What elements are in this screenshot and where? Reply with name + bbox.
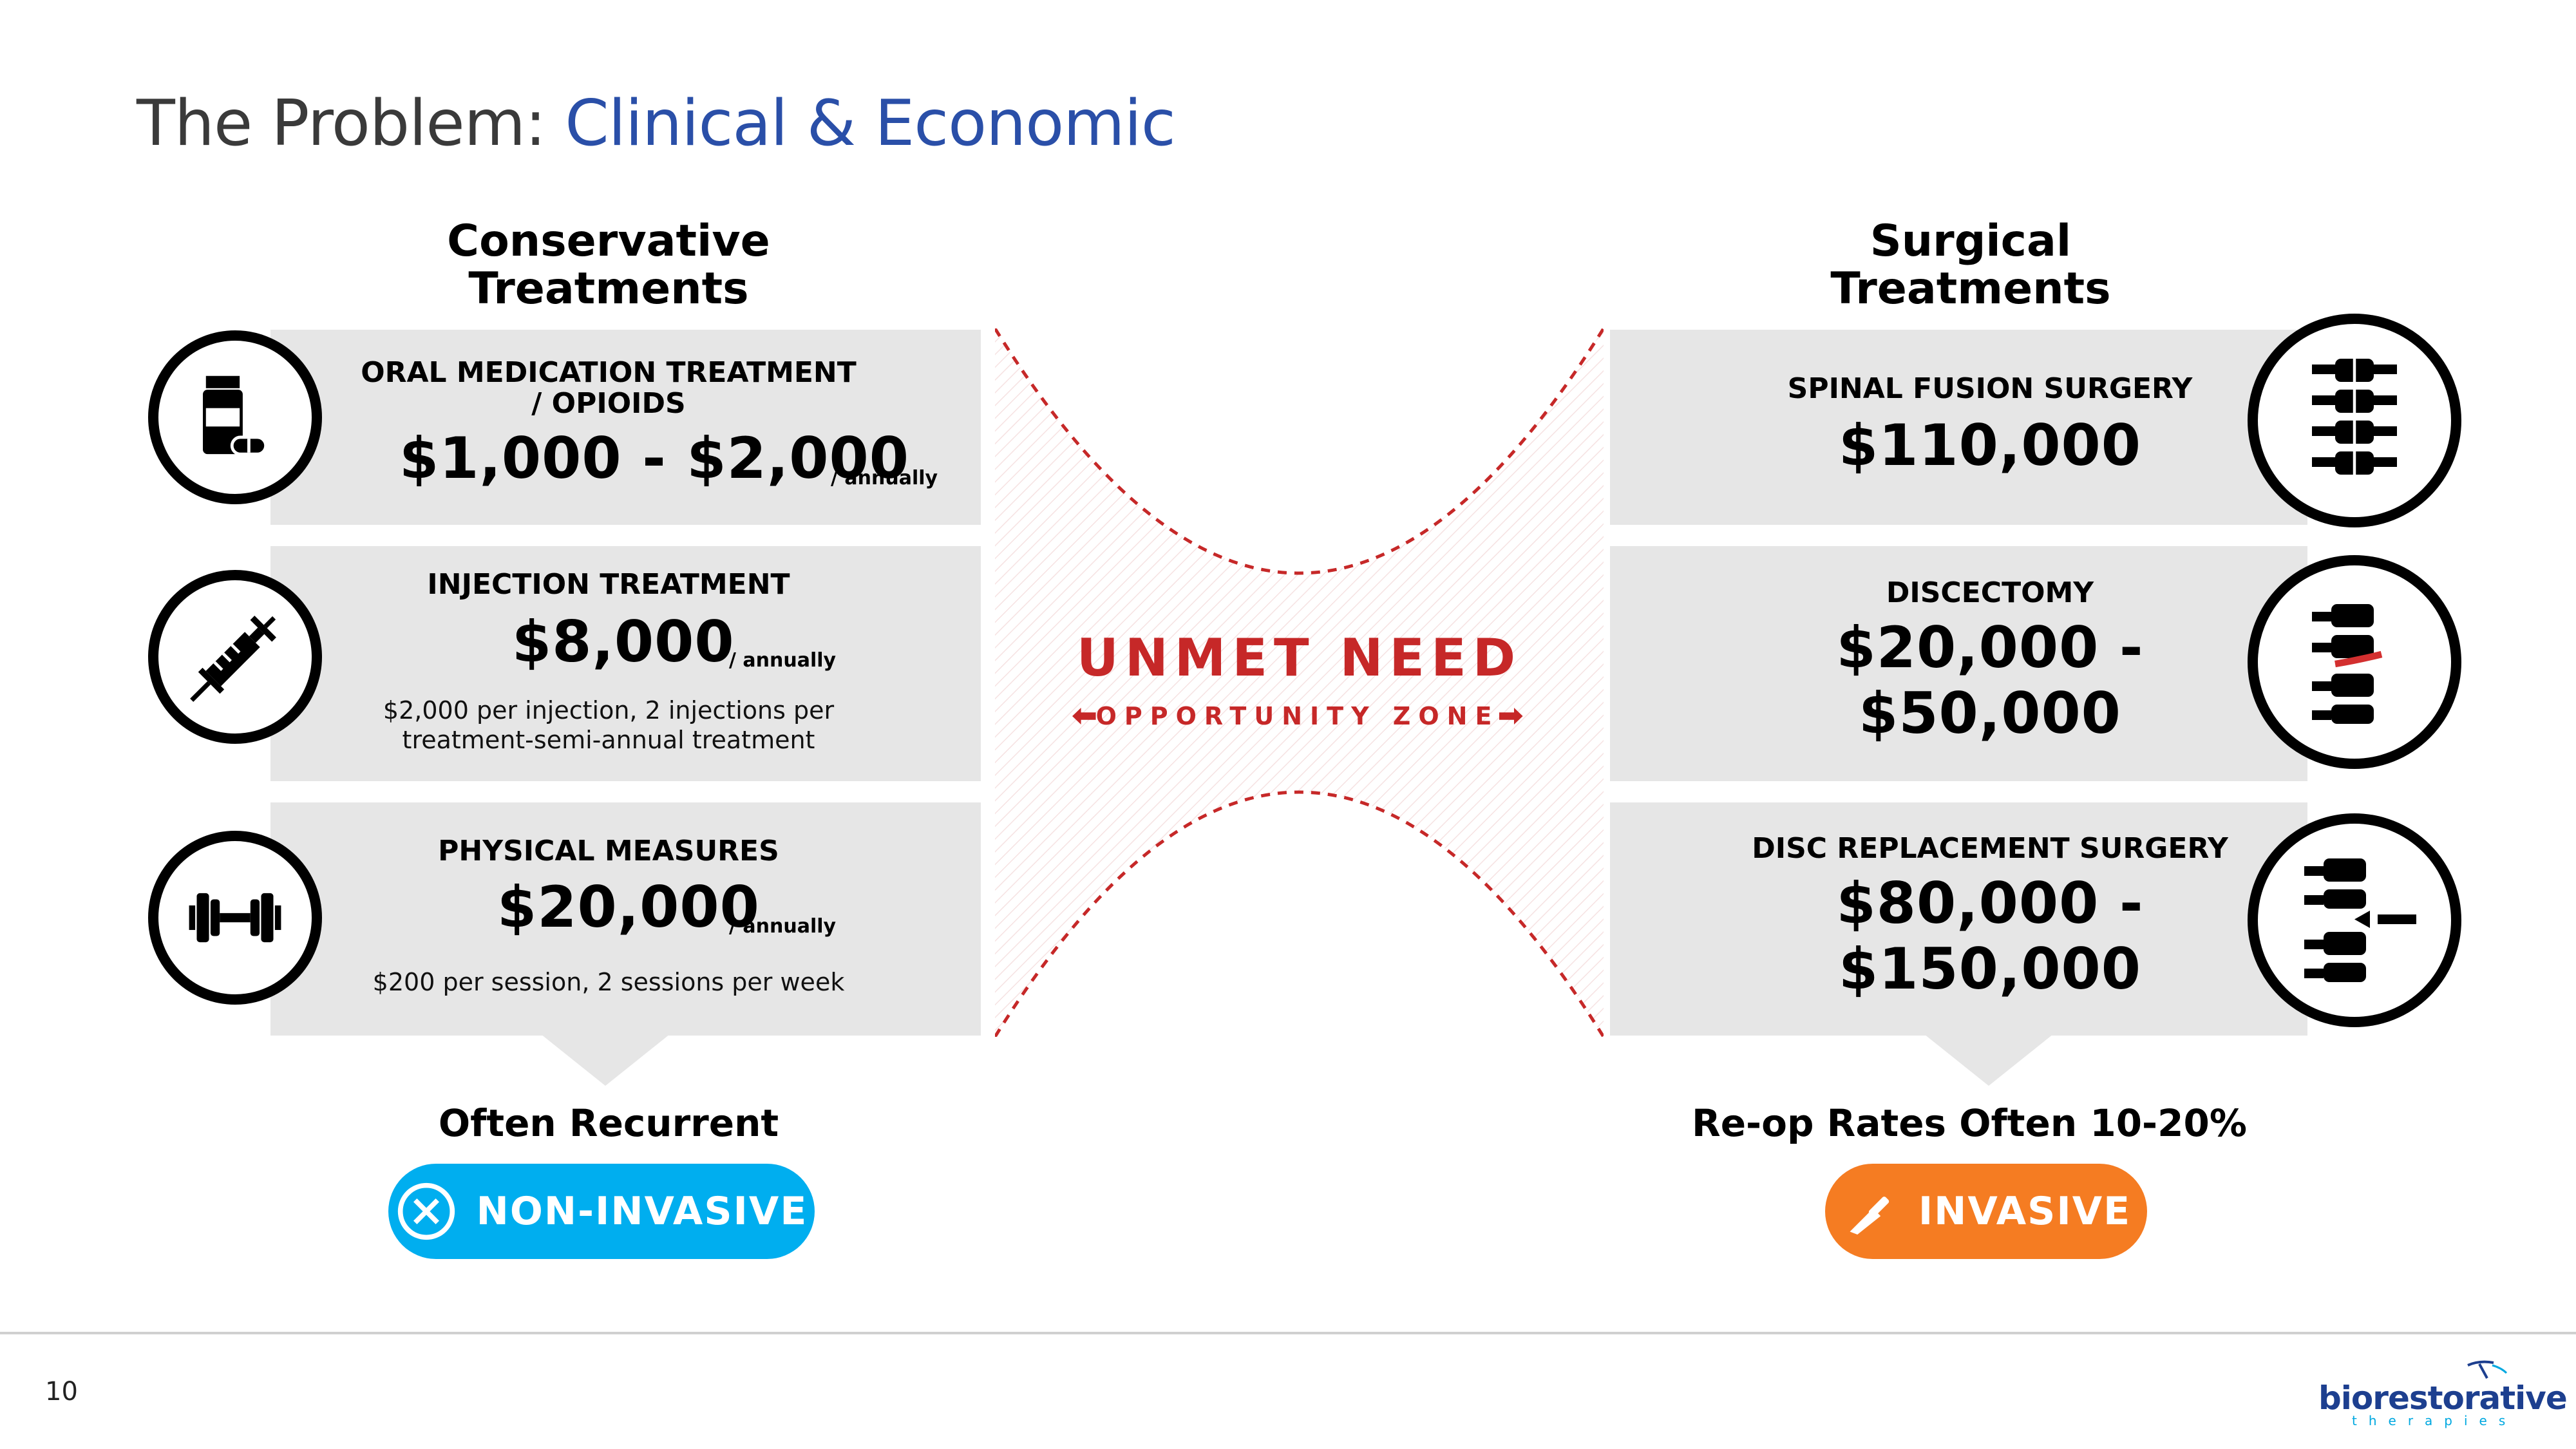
unmet-need-title: UNMET NEED — [1076, 628, 1522, 688]
surgical-heading-line2: Treatments — [1830, 263, 2111, 314]
oral-medication-price: $1,000 - $2,000 — [399, 425, 909, 491]
disc-replacement-price-line2: $150,000 — [1838, 936, 2142, 1002]
disc-replacement-card — [1610, 802, 2307, 1036]
surgical-heading: Surgical Treatments — [1777, 218, 2164, 313]
spinal-fusion-card — [1610, 330, 2307, 525]
logo-sub-text: therapies — [2352, 1413, 2517, 1428]
footer-divider — [0, 1332, 2576, 1334]
injection-title: INJECTION TREATMENT — [427, 568, 790, 601]
non-invasive-label: NON-INVASIVE — [476, 1189, 808, 1234]
non-invasive-badge: NON-INVASIVE — [388, 1164, 815, 1259]
injection-card — [270, 546, 981, 781]
conservative-heading-line2: Treatments — [468, 263, 749, 314]
oral-medication-title-line2: / OPIOIDS — [531, 387, 686, 420]
oral-medication-unit: / annually — [831, 467, 938, 489]
injection-note-line1: $2,000 per injection, 2 injections per — [383, 696, 835, 724]
disc-replacement-price: $80,000 - $150,000 — [1700, 871, 2280, 1002]
discectomy-card — [1610, 546, 2307, 781]
spine-icon — [2248, 314, 2461, 527]
opportunity-zone-label: OPPORTUNITY ZONE — [1095, 702, 1500, 730]
vertebrae-disc-icon — [2248, 555, 2461, 769]
x-circle-icon — [397, 1182, 455, 1240]
injection-price: $8,000 — [512, 609, 735, 675]
discectomy-price: $20,000 - $50,000 — [1700, 615, 2280, 746]
left-pointer — [541, 1034, 670, 1086]
physical-measures-title: PHYSICAL MEASURES — [438, 835, 779, 867]
scalpel-icon — [1850, 1197, 1889, 1235]
title-lead: The Problem: — [137, 87, 565, 160]
page-number: 10 — [45, 1377, 78, 1406]
right-pointer — [1924, 1034, 2053, 1086]
title-accent: Clinical & Economic — [565, 87, 1176, 160]
oral-medication-title: ORAL MEDICATION TREATMENT / OPIOIDS — [335, 357, 882, 419]
discectomy-price-line2: $50,000 — [1859, 680, 2121, 746]
disc-replacement-icon — [2248, 813, 2461, 1027]
invasive-label: INVASIVE — [1918, 1189, 2132, 1234]
logo-mark-icon — [2467, 1360, 2508, 1379]
discectomy-price-line1: $20,000 - — [1836, 614, 2144, 681]
conservative-heading-line1: Conservative — [447, 216, 770, 267]
re-op-rates-label: Re-op Rates Often 10-20% — [1692, 1101, 2247, 1145]
physical-measures-price: $20,000 — [497, 874, 760, 940]
physical-measures-card — [270, 802, 981, 1036]
opportunity-zone-graphic — [995, 328, 1604, 1037]
oral-medication-card — [270, 330, 981, 525]
spinal-fusion-price: $110,000 — [1838, 412, 2142, 478]
opportunity-zone-row: OPPORTUNITY ZONE — [1072, 697, 1523, 735]
physical-measures-unit: / annually — [729, 915, 837, 938]
right-arrow-icon — [1499, 707, 1523, 725]
injection-unit: / annually — [729, 649, 837, 672]
disc-replacement-price-line1: $80,000 - — [1836, 870, 2144, 936]
unmet-need-block: UNMET NEED — [995, 628, 1604, 688]
pill-bottle-icon — [148, 330, 322, 504]
oral-medication-title-line1: ORAL MEDICATION TREATMENT — [361, 356, 857, 389]
physical-measures-note: $200 per session, 2 sessions per week — [372, 968, 845, 996]
disc-replacement-title: DISC REPLACEMENT SURGERY — [1752, 832, 2228, 865]
left-arrow-icon — [1072, 707, 1096, 725]
often-recurrent-label: Often Recurrent — [438, 1101, 779, 1145]
surgical-heading-line1: Surgical — [1870, 216, 2072, 267]
injection-note: $2,000 per injection, 2 injections per t… — [335, 696, 882, 755]
company-logo: biorestorative therapies — [2318, 1359, 2568, 1430]
spinal-fusion-title: SPINAL FUSION SURGERY — [1787, 372, 2193, 405]
conservative-heading: Conservative Treatments — [415, 218, 802, 313]
logo-main-text: biorestorative — [2318, 1379, 2568, 1417]
injection-note-line2: treatment-semi-annual treatment — [402, 726, 815, 754]
discectomy-title: DISCECTOMY — [1886, 576, 2094, 609]
page-title: The Problem: Clinical & Economic — [137, 87, 1176, 160]
dumbbell-icon — [148, 831, 322, 1005]
syringe-icon — [148, 570, 322, 744]
invasive-badge: INVASIVE — [1825, 1164, 2147, 1259]
